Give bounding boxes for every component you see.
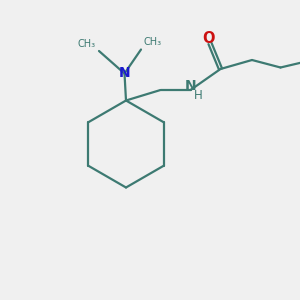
Text: O: O bbox=[202, 31, 215, 46]
Text: CH₃: CH₃ bbox=[77, 39, 95, 49]
Text: N: N bbox=[119, 67, 130, 80]
Text: N: N bbox=[185, 80, 196, 93]
Text: CH₃: CH₃ bbox=[143, 37, 161, 47]
Text: H: H bbox=[194, 89, 202, 102]
